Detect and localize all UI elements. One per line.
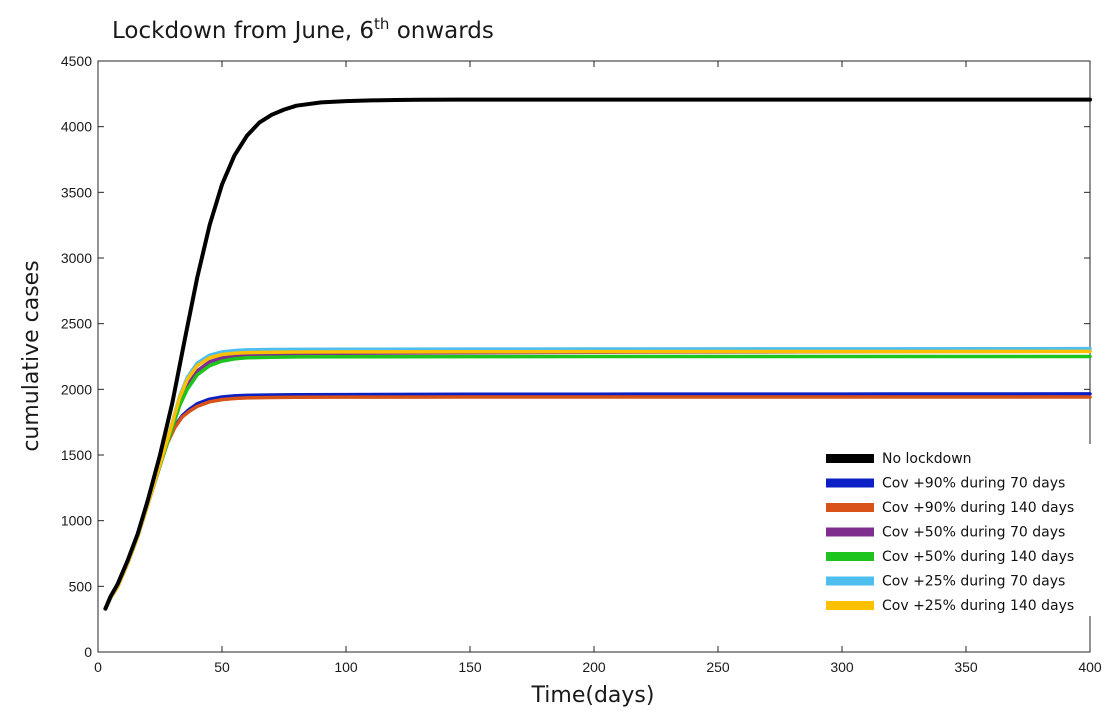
y-tick-label: 500 bbox=[69, 578, 93, 594]
x-tick-label: 350 bbox=[954, 659, 978, 675]
legend: No lockdown Cov +90% during 70 days Cov +9… bbox=[818, 444, 1094, 616]
y-tick-label: 1000 bbox=[61, 513, 92, 529]
series-line-1 bbox=[103, 97, 1092, 611]
legend-label: Cov +90% during 70 days bbox=[882, 476, 1065, 492]
y-tick-label: 3500 bbox=[61, 184, 92, 200]
x-tick-label: 250 bbox=[706, 659, 730, 675]
x-axis-label: Time(days) bbox=[531, 683, 655, 708]
x-tick-label: 400 bbox=[1078, 659, 1102, 675]
x-tick-label: 150 bbox=[458, 659, 482, 675]
legend-label: Cov +90% during 140 days bbox=[882, 500, 1074, 516]
y-tick-label: 1500 bbox=[61, 447, 92, 463]
series-layer bbox=[103, 97, 1092, 611]
chart-title-main: Lockdown from June, 6 bbox=[112, 18, 374, 44]
chart-title-superscript: th bbox=[374, 15, 389, 33]
legend-swatch bbox=[826, 576, 874, 586]
legend-label: Cov +25% during 140 days bbox=[882, 598, 1074, 614]
x-tick-label: 300 bbox=[830, 659, 854, 675]
x-tick-label: 0 bbox=[94, 659, 102, 675]
legend-swatch bbox=[826, 478, 874, 488]
y-tick-label: 2500 bbox=[61, 316, 92, 332]
x-tick-label: 50 bbox=[214, 659, 230, 675]
legend-label: Cov +50% during 140 days bbox=[882, 549, 1074, 565]
legend-swatch bbox=[826, 454, 874, 463]
legend-swatch bbox=[826, 552, 874, 561]
chart-title-tail: onwards bbox=[389, 18, 494, 44]
legend-label: Cov +50% during 70 days bbox=[882, 525, 1065, 541]
y-axis-label: cumulative cases bbox=[19, 260, 44, 451]
x-tick-label: 200 bbox=[582, 659, 606, 675]
chart-title: Lockdown from June, 6th onwards bbox=[112, 15, 494, 44]
legend-swatch bbox=[826, 527, 874, 537]
legend-swatch bbox=[826, 503, 874, 512]
x-tick-label: 100 bbox=[334, 659, 358, 675]
y-tick-label: 0 bbox=[84, 644, 92, 660]
legend-swatch bbox=[826, 601, 874, 610]
axes-layer: 0 50 100 150 200 250 300 350 4000500100015002000… bbox=[61, 53, 1102, 675]
legend-label: No lockdown bbox=[882, 451, 972, 467]
y-tick-label: 3000 bbox=[61, 250, 92, 266]
legend-label: Cov +25% during 70 days bbox=[882, 574, 1065, 590]
y-tick-label: 2000 bbox=[61, 381, 92, 397]
y-tick-label: 4500 bbox=[61, 53, 92, 69]
y-tick-label: 4000 bbox=[61, 119, 92, 135]
